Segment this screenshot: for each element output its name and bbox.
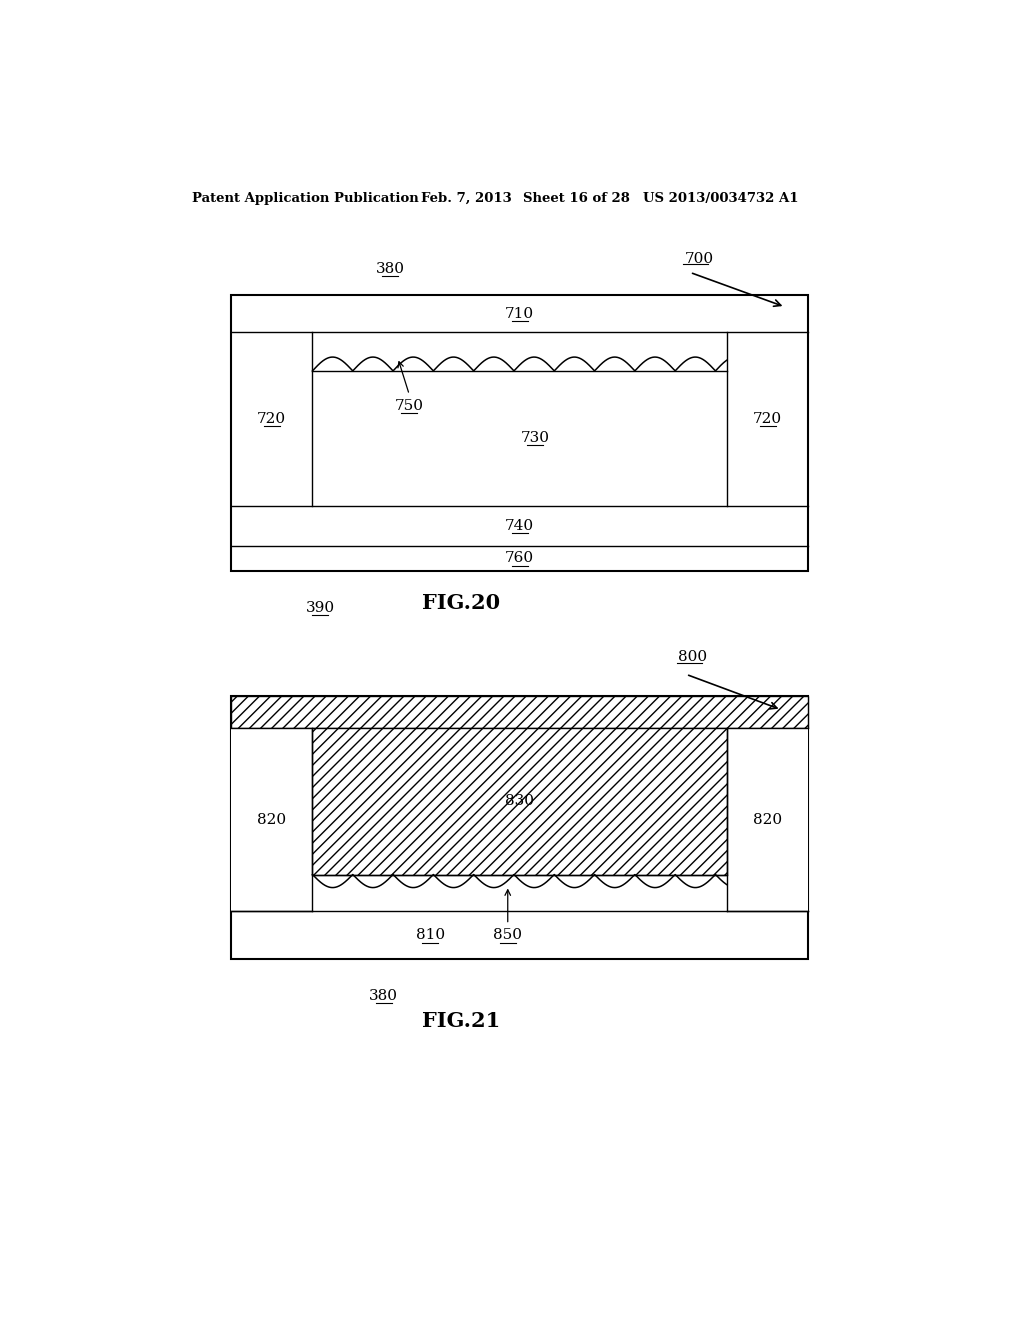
Bar [231,296,809,572]
Text: Feb. 7, 2013: Feb. 7, 2013 [421,191,512,205]
Text: 720: 720 [754,412,782,426]
Text: 710: 710 [505,308,535,321]
Text: 740: 740 [505,519,535,533]
Text: 820: 820 [754,813,782,826]
Bar [312,729,727,875]
Text: 820: 820 [257,813,287,826]
Text: 730: 730 [521,432,550,445]
Text: 380: 380 [370,989,398,1003]
Text: 700: 700 [684,252,714,265]
Text: 380: 380 [376,261,404,276]
Text: Patent Application Publication: Patent Application Publication [191,191,418,205]
Text: FIG.21: FIG.21 [422,1011,501,1031]
Text: 760: 760 [505,552,535,565]
Text: 800: 800 [678,651,708,664]
Bar [231,696,809,729]
Text: 810: 810 [416,928,444,942]
Text: FIG.20: FIG.20 [422,594,501,614]
Bar [727,729,809,911]
Text: 750: 750 [395,399,424,413]
Bar [231,729,312,911]
Text: 830: 830 [505,795,535,808]
Text: 390: 390 [305,601,335,615]
Text: 850: 850 [494,928,522,942]
Text: US 2013/0034732 A1: US 2013/0034732 A1 [643,191,799,205]
Text: 720: 720 [257,412,287,426]
Bar [231,696,809,960]
Text: Sheet 16 of 28: Sheet 16 of 28 [523,191,630,205]
